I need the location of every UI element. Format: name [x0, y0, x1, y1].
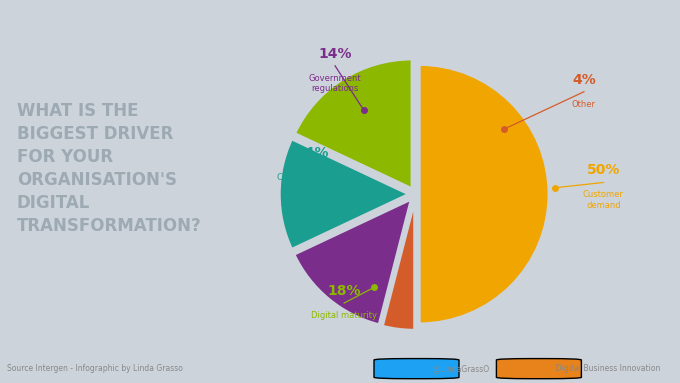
Text: Government
regulations: Government regulations — [309, 74, 361, 93]
Wedge shape — [294, 199, 411, 325]
Text: 4%: 4% — [572, 72, 596, 87]
FancyBboxPatch shape — [374, 358, 459, 379]
Text: 14%: 14% — [318, 47, 352, 61]
Text: 50%: 50% — [587, 163, 620, 177]
Text: Customer
demand: Customer demand — [583, 190, 624, 210]
FancyBboxPatch shape — [496, 358, 581, 379]
Text: Digital Business Innovation: Digital Business Innovation — [551, 364, 660, 373]
Wedge shape — [382, 201, 415, 330]
Text: Other: Other — [572, 100, 596, 108]
Text: Source Intergen - Infographic by Linda Grasso: Source Intergen - Infographic by Linda G… — [7, 364, 183, 373]
Text: Cost and budget
pressures: Cost and budget pressures — [277, 173, 347, 193]
Text: @LindaGrassO: @LindaGrassO — [428, 364, 490, 373]
Wedge shape — [294, 59, 412, 189]
Wedge shape — [420, 64, 549, 324]
Text: WHAT IS THE
BIGGEST DRIVER
FOR YOUR
ORGANISATION'S
DIGITAL
TRANSFORMATION?: WHAT IS THE BIGGEST DRIVER FOR YOUR ORGA… — [17, 102, 202, 235]
Text: Digital maturity: Digital maturity — [311, 311, 377, 320]
Text: 18%: 18% — [327, 284, 361, 298]
Wedge shape — [279, 139, 409, 249]
Text: 14%: 14% — [295, 146, 328, 160]
